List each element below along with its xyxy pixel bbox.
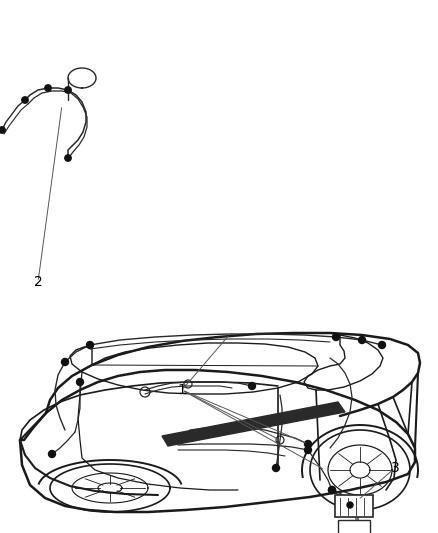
Polygon shape [162, 402, 345, 446]
Circle shape [347, 502, 353, 508]
Text: 2: 2 [34, 275, 42, 289]
Circle shape [22, 97, 28, 103]
Circle shape [332, 334, 339, 341]
Text: 1: 1 [177, 383, 187, 397]
Circle shape [328, 487, 336, 494]
Circle shape [86, 342, 93, 349]
Circle shape [328, 487, 336, 494]
Circle shape [378, 342, 385, 349]
Circle shape [304, 447, 311, 454]
Circle shape [49, 450, 56, 457]
Circle shape [65, 87, 71, 93]
FancyBboxPatch shape [338, 520, 370, 533]
Circle shape [248, 383, 255, 390]
Circle shape [45, 85, 51, 91]
Circle shape [77, 378, 84, 385]
Circle shape [272, 464, 279, 472]
Circle shape [358, 336, 365, 343]
Circle shape [0, 127, 5, 133]
Circle shape [304, 440, 311, 448]
Text: 3: 3 [391, 461, 399, 475]
Circle shape [65, 155, 71, 161]
FancyBboxPatch shape [335, 495, 373, 517]
Circle shape [61, 359, 68, 366]
